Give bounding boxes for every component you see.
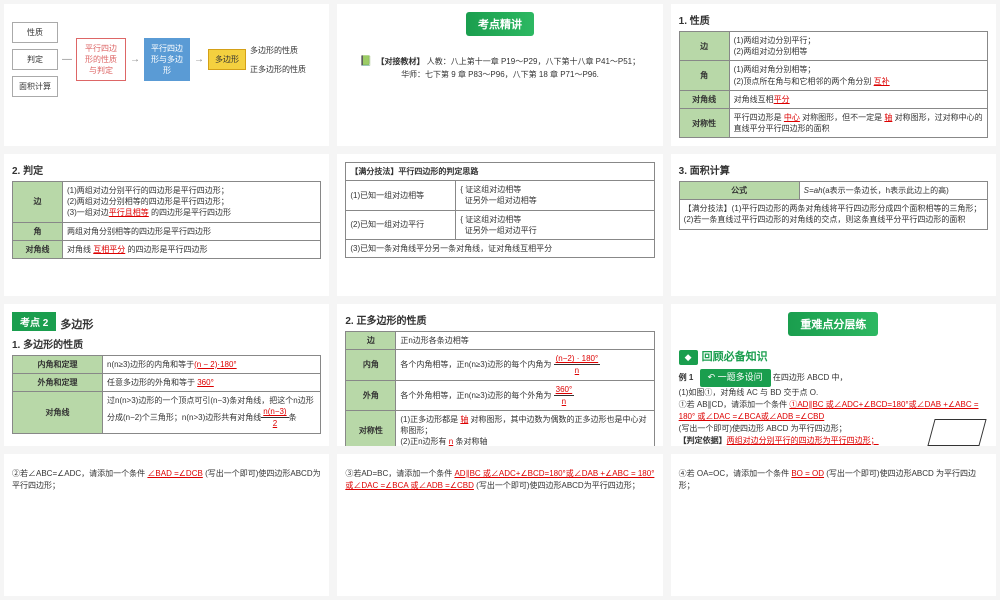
sec-title: 2. 判定	[12, 162, 321, 177]
flow-out: 正多边形的性质	[250, 64, 306, 75]
banner-chongnan: 重难点分层练	[788, 312, 878, 336]
sec-title: 3. 面积计算	[679, 162, 988, 177]
poly-table: 内角和定理n(n≥3)边形的内角和等于(n − 2)·180° 外角和定理任意多…	[12, 355, 321, 434]
ref-label: 【对接教材】	[377, 57, 425, 66]
judge-table: 边 (1)两组对边分别平行的四边形是平行四边形；(2)两组对边分别相等的四边形是…	[12, 181, 321, 259]
review-title: 回顾必备知识	[702, 351, 768, 363]
tech-table: 【满分技法】平行四边形的判定思路 (1)已知一组对边相等{ 证这组对边相等 证另…	[345, 162, 654, 258]
sec-title: 1. 性质	[679, 12, 988, 27]
sub-title: 1. 多边形的性质	[12, 336, 321, 351]
sec-title: 2. 正多边形的性质	[345, 312, 654, 327]
prop-table: 边(1)两组对边分别平行；(2)两组对边分别相等 角(1)两组对角分别相等；(2…	[679, 31, 988, 138]
kaodian-tag: 考点 2	[12, 312, 56, 331]
area-table: 公式S=ah(a表示一条边长，h表示此边上的高) 【满分技法】(1)平行四边形的…	[679, 181, 988, 230]
arrow-icon: →	[194, 54, 204, 65]
banner-kaodian: 考点精讲	[466, 12, 534, 36]
flow-label: 面积计算	[12, 76, 58, 97]
ex-label: 例 1	[679, 373, 694, 382]
flow-blue: 平行四边形与多边形	[144, 38, 190, 81]
ref-text: 人教：八上第十一章 P19～P29，八下第十八章 P41～P51；	[427, 57, 640, 66]
flow-label: 判定	[12, 49, 58, 70]
flow-yel: 多边形	[208, 49, 246, 70]
ref-text: 华师：七下第 9 章 P83～P96，八下第 18 章 P71～P96.	[401, 70, 599, 79]
diamond-icon: ◆	[679, 350, 698, 365]
flow-out: 多边形的性质	[250, 45, 306, 56]
flow-red: 平行四边形的性质与判定	[76, 38, 126, 81]
parallelogram-icon: 图1-图①	[926, 419, 986, 446]
regpoly-table: 边正n边形各条边相等 内角各个内角相等，正n(n≥3)边形的每个内角为 (n−2…	[345, 331, 654, 446]
book-icon: 📗	[360, 56, 372, 67]
flow-label: 性质	[12, 22, 58, 43]
arrow-icon: —	[62, 54, 72, 65]
kaodian-title: 多边形	[60, 316, 93, 332]
arrow-icon: →	[130, 54, 140, 65]
ex-tag: ↶ 一题多设问	[700, 369, 771, 387]
